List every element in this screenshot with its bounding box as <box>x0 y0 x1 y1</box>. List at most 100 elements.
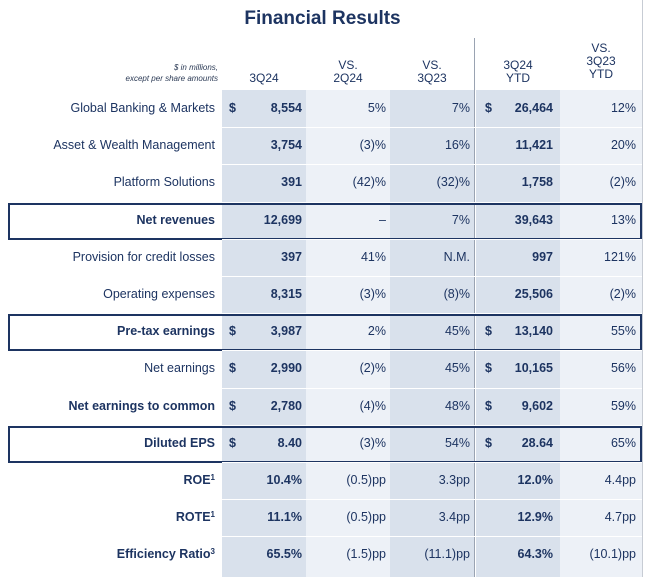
table-row: Global Banking & Markets $8,554 5% 7% $26,46… <box>0 90 645 127</box>
units-note-line2: except per share amounts <box>125 74 219 83</box>
value-vs-3q23-ytd: 55% <box>610 324 636 339</box>
table-row: Provision for credit losses 397 41% N.M. 997… <box>0 239 645 276</box>
table-row: Diluted EPS $8.40 (3)% 54% $28.64 65% <box>0 425 645 462</box>
value-3q24: 11.1% <box>267 510 302 525</box>
row-label: ROTE1 <box>175 510 215 525</box>
highlight-box <box>8 425 642 463</box>
footnote-marker: 1 <box>210 510 215 520</box>
header-3q24-label: 3Q24 <box>503 58 533 72</box>
value-3q24-ytd: 28.64 <box>521 435 553 450</box>
table-row: Efficiency Ratio3 65.5% (1.5)pp (11.1)pp 64.… <box>0 536 645 573</box>
value-vs-2q24: 2% <box>367 324 386 339</box>
value-vs-3q23-ytd: 4.4pp <box>604 473 636 487</box>
table-row: Platform Solutions 391 (42)% (32)% 1,758 (2)% <box>0 164 645 201</box>
header-vs-label: VS. <box>422 58 442 72</box>
row-divider <box>222 238 642 240</box>
value-3q24: 3,754 <box>270 138 302 153</box>
row-divider <box>222 387 642 389</box>
currency-symbol: $ <box>229 101 236 115</box>
currency-symbol: $ <box>229 398 236 413</box>
value-vs-2q24: (1.5)pp <box>346 547 386 562</box>
value-vs-3q23: 16% <box>444 138 470 153</box>
value-vs-2q24: (3)% <box>359 435 386 450</box>
row-divider <box>222 536 642 538</box>
header-3q24-label: 3Q24 <box>249 71 279 85</box>
value-3q24: 2,990 <box>270 361 302 376</box>
value-3q24: 391 <box>281 175 302 190</box>
value-vs-2q24: (4)% <box>359 398 386 413</box>
row-divider <box>222 164 642 166</box>
column-separator <box>642 0 643 577</box>
value-3q24: 397 <box>281 249 302 264</box>
row-divider <box>222 462 642 463</box>
row-label: Pre-tax earnings <box>117 324 215 339</box>
value-vs-2q24: – <box>379 212 386 227</box>
row-label: Efficiency Ratio3 <box>116 547 215 562</box>
value-3q24-ytd: 10,165 <box>514 361 553 376</box>
header-ytd-label: YTD <box>506 71 530 85</box>
header-vs-label: VS. <box>591 41 611 55</box>
currency-symbol: $ <box>229 435 236 450</box>
value-vs-3q23: 48% <box>444 398 470 413</box>
header-3q24: 3Q24 <box>222 72 306 85</box>
header-vs-3q23-ytd: VS. 3Q23 YTD <box>560 42 642 81</box>
row-divider <box>222 424 642 426</box>
highlight-box <box>8 202 642 240</box>
value-3q24: 10.4% <box>266 473 302 487</box>
value-vs-3q23-ytd: 65% <box>610 435 636 450</box>
value-vs-3q23-ytd: (2)% <box>609 287 636 301</box>
value-3q24-ytd: 12.0% <box>517 473 553 487</box>
row-divider <box>222 313 642 315</box>
value-vs-3q23-ytd: (10.1)pp <box>589 547 636 562</box>
value-vs-3q23-ytd: 4.7pp <box>604 510 636 525</box>
currency-symbol: $ <box>485 361 492 376</box>
currency-symbol: $ <box>485 435 492 450</box>
value-vs-3q23: 45% <box>444 324 470 339</box>
value-vs-3q23-ytd: 20% <box>610 138 636 153</box>
value-vs-3q23: 3.4pp <box>438 510 470 525</box>
row-label: Diluted EPS <box>144 435 215 450</box>
currency-symbol: $ <box>229 361 236 376</box>
currency-symbol: $ <box>229 324 236 339</box>
value-vs-3q23: (32)% <box>436 175 470 190</box>
currency-symbol: $ <box>485 324 492 339</box>
column-separator <box>474 38 475 577</box>
header-3q23-label: 3Q23 <box>586 54 616 68</box>
row-divider <box>222 276 642 277</box>
page-title: Financial Results <box>244 8 401 29</box>
value-3q24: 2,780 <box>270 398 302 413</box>
value-vs-2q24: (0.5)pp <box>346 510 386 525</box>
value-vs-3q23: N.M. <box>443 249 470 264</box>
table-row: Operating expenses 8,315 (3)% (8)% 25,506 (2)… <box>0 276 645 313</box>
value-3q24: 8,315 <box>270 287 302 301</box>
row-divider <box>222 350 642 352</box>
value-vs-3q23-ytd: 59% <box>610 398 636 413</box>
row-label: Net earnings to common <box>68 398 215 413</box>
header-vs-2q24: VS. 2Q24 <box>306 59 390 85</box>
column-band-vs-3q23-ytd <box>560 90 642 577</box>
value-3q24-ytd: 25,506 <box>514 287 553 301</box>
value-vs-2q24: (3)% <box>359 287 386 301</box>
value-3q24: 8,554 <box>270 101 302 115</box>
value-vs-3q23: 45% <box>444 361 470 376</box>
value-vs-3q23-ytd: 12% <box>610 101 636 115</box>
value-3q24-ytd: 12.9% <box>517 510 553 525</box>
units-note-line1: $ in millions, <box>173 63 218 72</box>
row-label: Platform Solutions <box>113 175 215 190</box>
value-3q24: 65.5% <box>266 547 302 562</box>
value-vs-3q23: 7% <box>451 101 470 115</box>
row-divider <box>222 127 642 129</box>
row-label: ROE1 <box>183 473 215 487</box>
table-row: Net earnings $2,990 (2)% 45% $10,165 56% <box>0 350 645 387</box>
table-row: ROTE1 11.1% (0.5)pp 3.4pp 12.9% 4.7pp <box>0 499 645 536</box>
column-band-3q24-ytd <box>476 90 560 577</box>
value-vs-2q24: (3)% <box>359 138 386 153</box>
highlight-box <box>8 314 642 352</box>
row-label: Net earnings <box>144 361 215 376</box>
header-3q24-ytd: 3Q24 YTD <box>476 59 560 85</box>
value-3q24-ytd: 997 <box>532 249 553 264</box>
row-label: Net revenues <box>136 212 215 227</box>
units-note: $ in millions, except per share amounts <box>60 62 219 84</box>
value-vs-3q23-ytd: 56% <box>610 361 636 376</box>
